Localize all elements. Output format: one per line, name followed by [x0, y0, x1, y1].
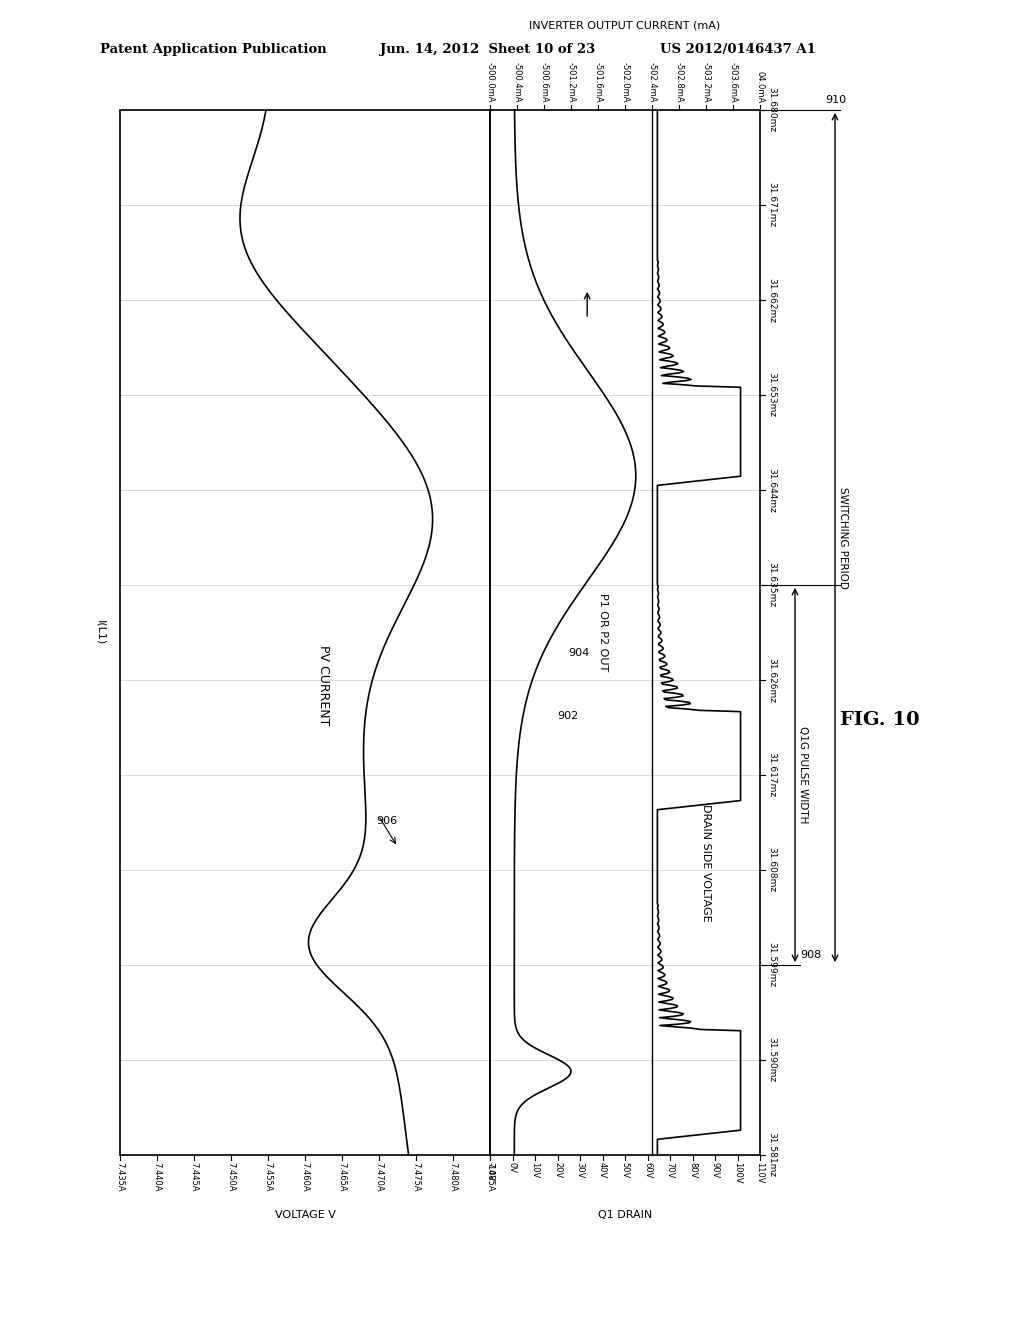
Text: 40V: 40V [598, 1162, 607, 1179]
Bar [490, 110, 760, 1155]
Text: 31.599mz: 31.599mz [767, 942, 776, 987]
Text: INVERTER OUTPUT CURRENT (mA): INVERTER OUTPUT CURRENT (mA) [529, 20, 721, 30]
Text: -502.4mA: -502.4mA [647, 62, 656, 103]
Text: 31.671mz: 31.671mz [767, 182, 776, 227]
Text: 0V: 0V [508, 1162, 517, 1173]
Text: 31.590mz: 31.590mz [767, 1038, 776, 1082]
Text: 31.608mz: 31.608mz [767, 847, 776, 892]
Text: 31.635mz: 31.635mz [767, 562, 776, 607]
Text: 20V: 20V [553, 1162, 562, 1179]
Text: -501.6mA: -501.6mA [594, 62, 602, 103]
Text: -10V: -10V [485, 1162, 495, 1181]
Text: VOLTAGE V: VOLTAGE V [274, 1210, 336, 1220]
Text: 910: 910 [825, 95, 846, 106]
Text: 31.644mz: 31.644mz [767, 467, 776, 512]
Text: Jun. 14, 2012  Sheet 10 of 23: Jun. 14, 2012 Sheet 10 of 23 [380, 44, 595, 57]
Text: -502.0mA: -502.0mA [621, 62, 630, 103]
Text: 70V: 70V [666, 1162, 675, 1179]
Text: Q1 DRAIN: Q1 DRAIN [598, 1210, 652, 1220]
Text: FIG. 10: FIG. 10 [840, 711, 920, 729]
Text: 31.617mz: 31.617mz [767, 752, 776, 797]
Text: I(L1): I(L1) [95, 620, 105, 645]
Text: -501.2mA: -501.2mA [566, 62, 575, 103]
Text: 04.0mA: 04.0mA [756, 71, 765, 103]
Text: 7.440A: 7.440A [153, 1162, 162, 1192]
Text: 7.485A: 7.485A [485, 1162, 495, 1192]
Text: -503.2mA: -503.2mA [701, 62, 711, 103]
Text: 100V: 100V [733, 1162, 742, 1184]
Text: SWITCHING PERIOD: SWITCHING PERIOD [838, 487, 848, 589]
Text: 7.470A: 7.470A [375, 1162, 384, 1192]
Text: 7.465A: 7.465A [338, 1162, 346, 1192]
Text: -500.4mA: -500.4mA [512, 62, 521, 103]
Text: 50V: 50V [621, 1162, 630, 1179]
Text: 90V: 90V [711, 1162, 720, 1179]
Text: 904: 904 [568, 648, 590, 659]
Text: 7.455A: 7.455A [263, 1162, 272, 1192]
Text: US 2012/0146437 A1: US 2012/0146437 A1 [660, 44, 816, 57]
Text: 7.475A: 7.475A [412, 1162, 421, 1192]
Text: 31.626mz: 31.626mz [767, 657, 776, 702]
Text: 906: 906 [376, 816, 397, 825]
Text: 7.435A: 7.435A [116, 1162, 125, 1192]
Text: Q1G PULSE WIDTH: Q1G PULSE WIDTH [798, 726, 808, 824]
Text: P1 OR P2 OUT: P1 OR P2 OUT [598, 594, 608, 672]
Text: 7.445A: 7.445A [189, 1162, 199, 1192]
Text: -500.6mA: -500.6mA [540, 62, 549, 103]
Text: -503.6mA: -503.6mA [728, 62, 737, 103]
Text: 902: 902 [557, 711, 579, 721]
Text: 31.662mz: 31.662mz [767, 277, 776, 322]
Text: -500.0mA: -500.0mA [485, 62, 495, 103]
Text: PV CURRENT: PV CURRENT [317, 644, 330, 725]
Text: 31.581mz: 31.581mz [767, 1133, 776, 1177]
Text: 60V: 60V [643, 1162, 652, 1179]
Text: 110V: 110V [756, 1162, 765, 1184]
Bar [120, 110, 490, 1155]
Text: 30V: 30V [575, 1162, 585, 1179]
Text: -502.8mA: -502.8mA [675, 62, 683, 103]
Text: 31.680mz: 31.680mz [767, 87, 776, 132]
Text: 7.460A: 7.460A [300, 1162, 309, 1192]
Text: 7.450A: 7.450A [226, 1162, 236, 1192]
Text: DRAIN SIDE VOLTAGE: DRAIN SIDE VOLTAGE [701, 804, 711, 921]
Text: 10V: 10V [530, 1162, 540, 1179]
Text: 31.653mz: 31.653mz [767, 372, 776, 417]
Text: 7.480A: 7.480A [449, 1162, 458, 1192]
Text: Patent Application Publication: Patent Application Publication [100, 44, 327, 57]
Text: 908: 908 [800, 950, 821, 960]
Text: 80V: 80V [688, 1162, 697, 1179]
